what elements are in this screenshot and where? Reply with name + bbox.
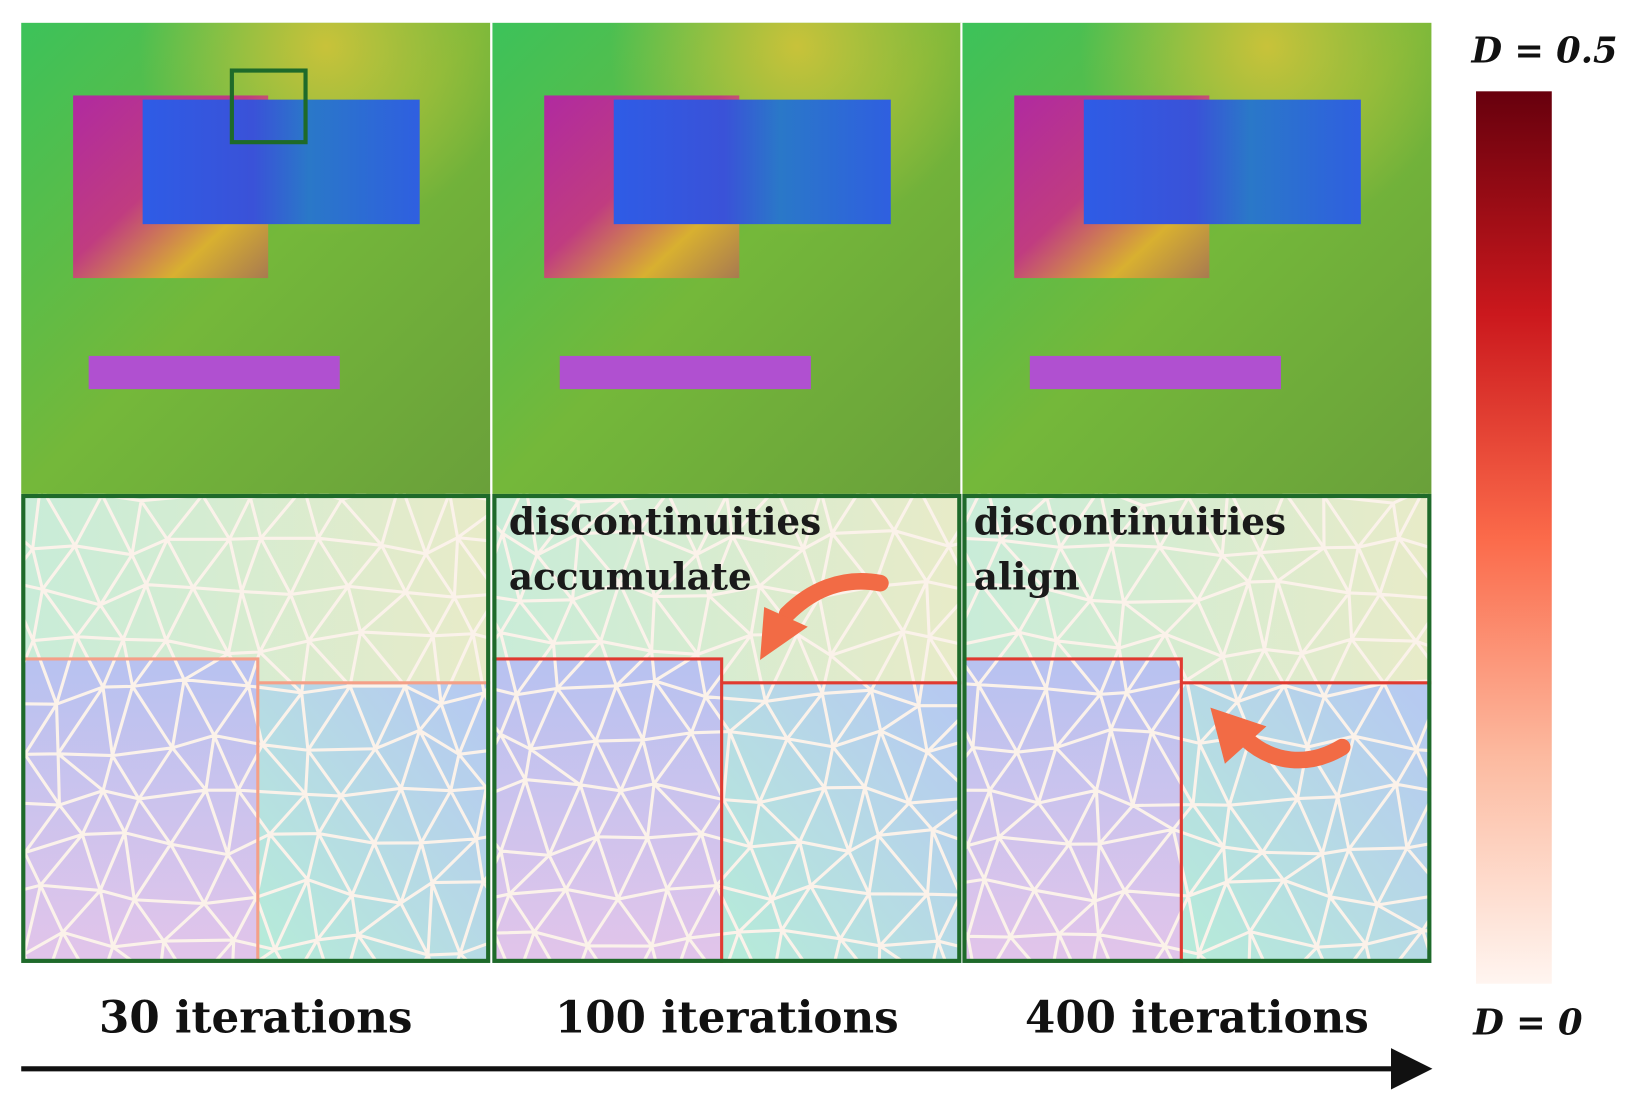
- rect-blue: [613, 99, 891, 225]
- zoom-box: [229, 68, 308, 145]
- callout-arrowhead: [1210, 707, 1267, 764]
- zoom-panel: [21, 493, 491, 963]
- annotation: discontinuities: [509, 499, 821, 543]
- panels: [21, 22, 1432, 963]
- bar-purple: [88, 355, 340, 390]
- zoom-frame: [492, 493, 962, 963]
- panel-label: 100 iterations: [555, 992, 899, 1043]
- callout-arrow: [778, 573, 889, 623]
- region-right: [721, 682, 962, 963]
- panel-label: 30 iterations: [99, 992, 412, 1043]
- discontinuity: [962, 657, 1432, 963]
- discontinuity: [492, 657, 962, 963]
- colorbar-bottom-label: D = 0: [1472, 1003, 1583, 1044]
- annotation: align: [974, 554, 1080, 598]
- discontinuity: [21, 657, 491, 963]
- colorbar: [1476, 91, 1552, 984]
- mesh: [21, 493, 491, 963]
- rect-blue: [1083, 99, 1361, 225]
- mesh: [492, 493, 962, 963]
- zoom-panel: [962, 493, 1432, 963]
- callout-arrow: [1237, 730, 1351, 769]
- zoom-frame: [962, 493, 1432, 963]
- rect-blue: [142, 99, 420, 225]
- zoom-frame: [21, 493, 491, 963]
- bar-purple: [1029, 355, 1281, 390]
- zoom-panel: [492, 493, 962, 963]
- annotation: accumulate: [509, 554, 752, 598]
- annotation: discontinuities: [974, 499, 1286, 543]
- mesh: [962, 493, 1432, 963]
- bar-purple: [559, 355, 811, 390]
- colorbar-top-label: D = 0.5: [1470, 30, 1617, 71]
- callout-arrowhead: [760, 607, 808, 660]
- region-left: [21, 658, 258, 963]
- region-right: [257, 682, 491, 963]
- panel-label: 400 iterations: [1025, 992, 1369, 1043]
